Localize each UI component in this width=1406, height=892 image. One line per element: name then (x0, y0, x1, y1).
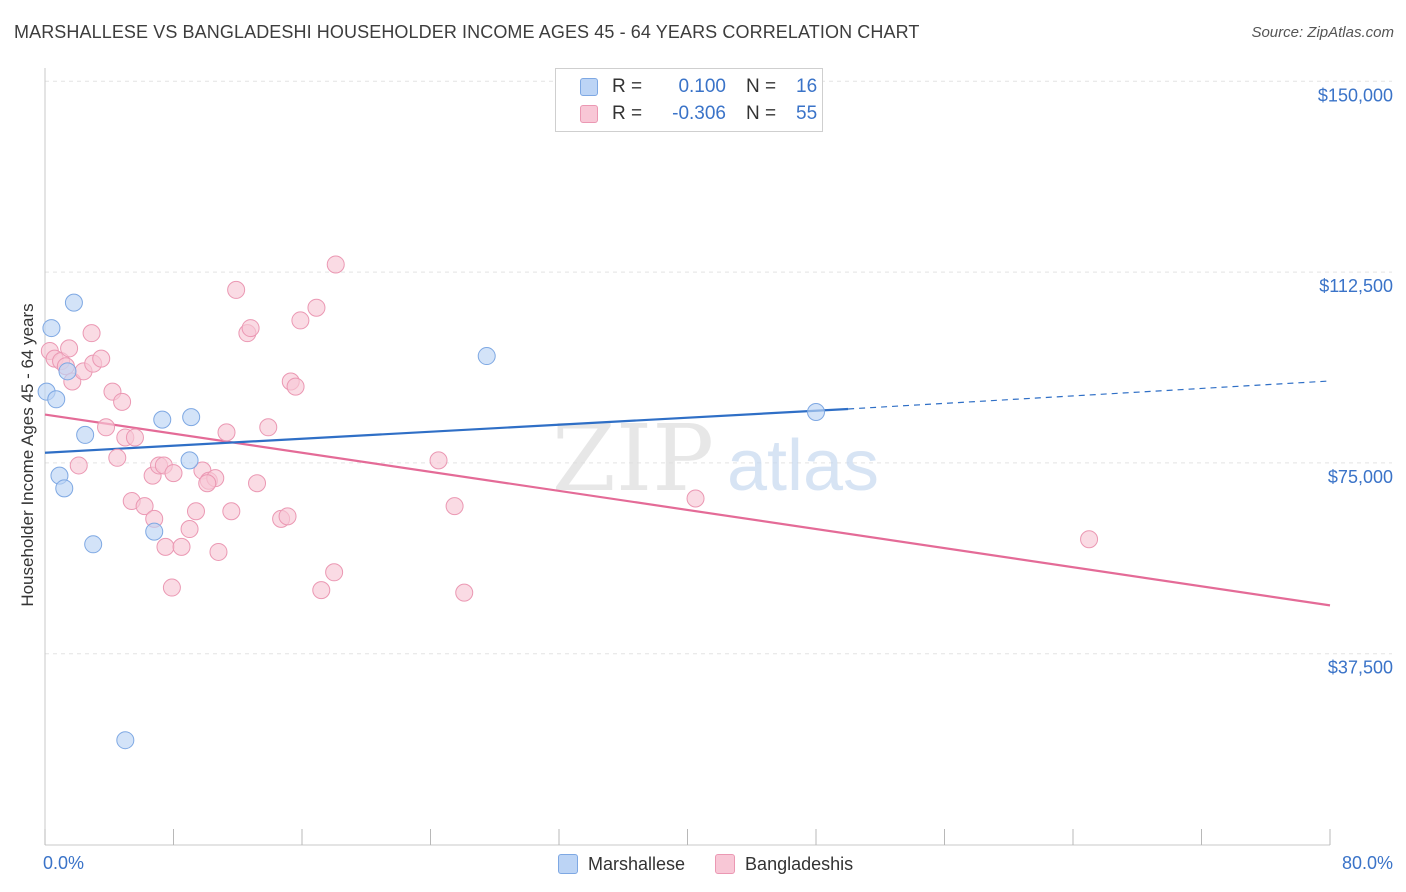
chart-title: MARSHALLESE VS BANGLADESHI HOUSEHOLDER I… (14, 22, 920, 42)
bangladeshis-point (113, 392, 132, 411)
data-points (37, 255, 1099, 750)
marshallese-point (64, 293, 83, 312)
y-tick-label: $112,500 (1319, 276, 1393, 296)
bangladeshis-point (259, 418, 278, 437)
r-label: R = (612, 76, 643, 97)
marshallese-point (84, 535, 103, 554)
axes (44, 68, 1331, 846)
bangladeshis-point (455, 583, 474, 602)
bangladeshis-point (241, 319, 260, 338)
bangladeshis-point (222, 502, 241, 521)
y-tick-label: $75,000 (1328, 467, 1393, 487)
marshallese-point (58, 362, 77, 381)
bangladeshis-swatch (580, 105, 598, 123)
x-tick-label-min: 0.0% (43, 853, 84, 873)
marshallese-swatch (558, 854, 578, 874)
bangladeshis-point (429, 451, 448, 470)
bangladeshis-point (60, 339, 79, 358)
x-tick-label-max: 80.0% (1342, 853, 1393, 873)
legend-label: Bangladeshis (745, 853, 854, 874)
r-label: R = (612, 103, 643, 124)
bangladeshis-trend-line (44, 413, 1331, 607)
bangladeshis-point (135, 497, 154, 516)
bangladeshis-point (198, 474, 217, 493)
bangladeshis-point (180, 520, 199, 539)
watermark: ZIP atlas (552, 405, 879, 512)
marshallese-trend-extension (848, 380, 1331, 410)
marshallese-point (807, 403, 825, 422)
gridlines (45, 80, 1392, 655)
bangladeshis-point (278, 507, 297, 526)
bangladeshis-point (69, 456, 88, 475)
marshallese-trend-line (44, 407, 849, 454)
bangladeshis-point (125, 428, 144, 447)
bangladeshis-point (156, 537, 175, 556)
y-tick-label: $37,500 (1328, 658, 1393, 678)
n-value: 16 (796, 76, 818, 97)
bangladeshis-point (92, 349, 111, 368)
n-label: N = (746, 103, 777, 124)
trend-lines (44, 380, 1331, 607)
bangladeshis-point (97, 418, 116, 437)
bangladeshis-point (82, 324, 101, 343)
chart-source: Source: ZipAtlas.com (1251, 24, 1394, 41)
marshallese-point (47, 390, 66, 409)
bangladeshis-point (686, 489, 705, 508)
marshallese-point (76, 425, 95, 444)
bangladeshis-point (164, 464, 183, 483)
bangladeshis-point (312, 581, 331, 600)
marshallese-point (145, 522, 164, 541)
y-tick-label: $150,000 (1318, 85, 1393, 105)
tick-labels: $37,500 $75,000 $112,500 $150,000 0.0% 80.0% (43, 85, 1393, 873)
watermark-atlas: atlas (727, 426, 879, 506)
legend-item-marshallese[interactable]: Marshallese (558, 854, 685, 875)
marshallese-point (180, 451, 199, 470)
bangladeshis-point (286, 377, 305, 396)
marshallese-point (116, 731, 135, 750)
r-value: -0.306 (672, 103, 726, 124)
r-value: 0.100 (678, 76, 726, 97)
marshallese-point (42, 319, 61, 338)
bangladeshis-point (172, 537, 191, 556)
bangladeshis-point (209, 542, 228, 561)
n-value: 55 (796, 103, 818, 124)
legend-row-bangladeshis: R = -0.306 N = 55 (580, 102, 817, 126)
bangladeshis-point (227, 280, 246, 299)
bangladeshis-point (248, 474, 267, 493)
marshallese-point (55, 479, 74, 498)
marshallese-point (477, 347, 496, 366)
bangladeshis-point (1080, 530, 1099, 549)
bangladeshis-point (217, 423, 236, 442)
series-legend: Marshallese Bangladeshis (558, 852, 883, 876)
legend-row-marshallese: R = 0.100 N = 16 (580, 75, 817, 99)
bangladeshis-swatch (715, 854, 736, 874)
marshallese-point (153, 410, 172, 429)
bangladeshis-point (307, 298, 326, 317)
bangladeshis-point (186, 502, 205, 521)
legend-label: Marshallese (588, 853, 686, 874)
legend-item-bangladeshis[interactable]: Bangladeshis (715, 854, 853, 875)
bangladeshis-point (108, 448, 127, 467)
marshallese-point (182, 408, 201, 427)
marshallese-swatch (580, 78, 598, 96)
bangladeshis-point (162, 578, 181, 597)
bangladeshis-point (325, 563, 344, 582)
n-label: N = (746, 76, 777, 97)
bangladeshis-point (445, 497, 464, 516)
stats-legend: R = 0.100 N = 16 R = -0.306 N = 55 (555, 68, 823, 132)
bangladeshis-point (291, 311, 310, 330)
bangladeshis-point (326, 255, 345, 274)
